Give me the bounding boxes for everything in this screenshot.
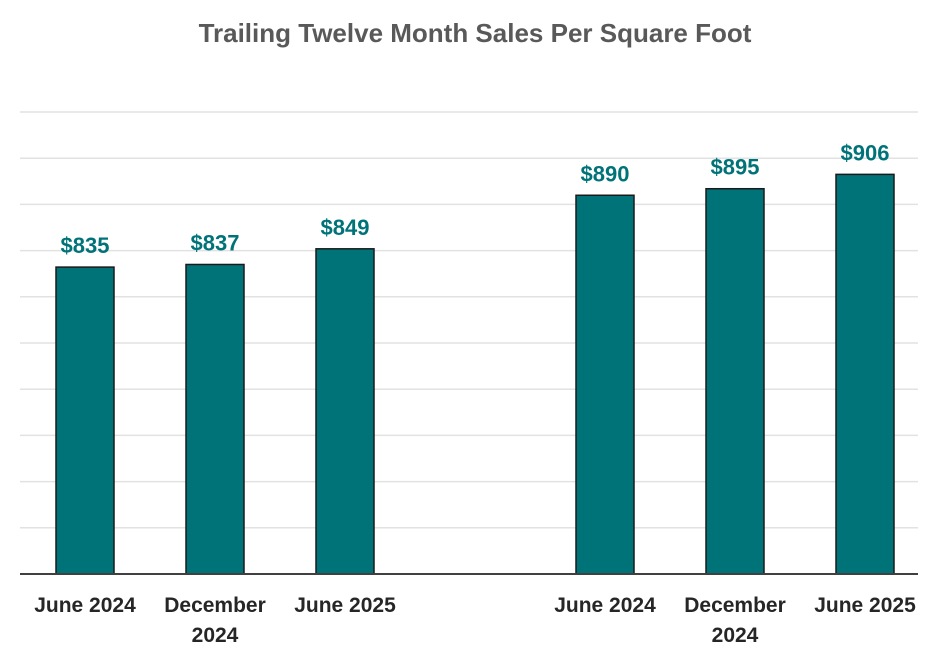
x-tick-label: December 2024 [684,594,786,647]
data-label: $906 [841,140,890,165]
bar-group2-2 [705,187,765,575]
x-tick-label: June 2024 [34,594,136,617]
bar-group2-1 [575,194,635,575]
x-tick-label: June 2025 [814,594,916,617]
x-tick-labels: June 2024 December 2024 June 2025 June 2024 D… [34,594,916,647]
gridlines [20,111,918,529]
data-label: $837 [191,230,240,255]
data-labels: $835 $837 $849 $890 $895 $906 [61,140,890,258]
x-tick-label: June 2025 [294,594,396,617]
bar-group1-1 [55,266,115,575]
data-label: $835 [61,233,110,258]
data-label: $895 [711,155,760,180]
bars [55,173,895,575]
x-tick-label: December 2024 [164,594,266,647]
data-label: $890 [581,161,630,186]
bar-group1-3 [315,248,375,575]
bar-group2-3 [835,173,895,575]
bar-group1-2 [185,263,245,575]
chart-title: Trailing Twelve Month Sales Per Square F… [199,18,752,48]
x-tick-label: June 2024 [554,594,656,617]
data-label: $849 [321,215,370,240]
